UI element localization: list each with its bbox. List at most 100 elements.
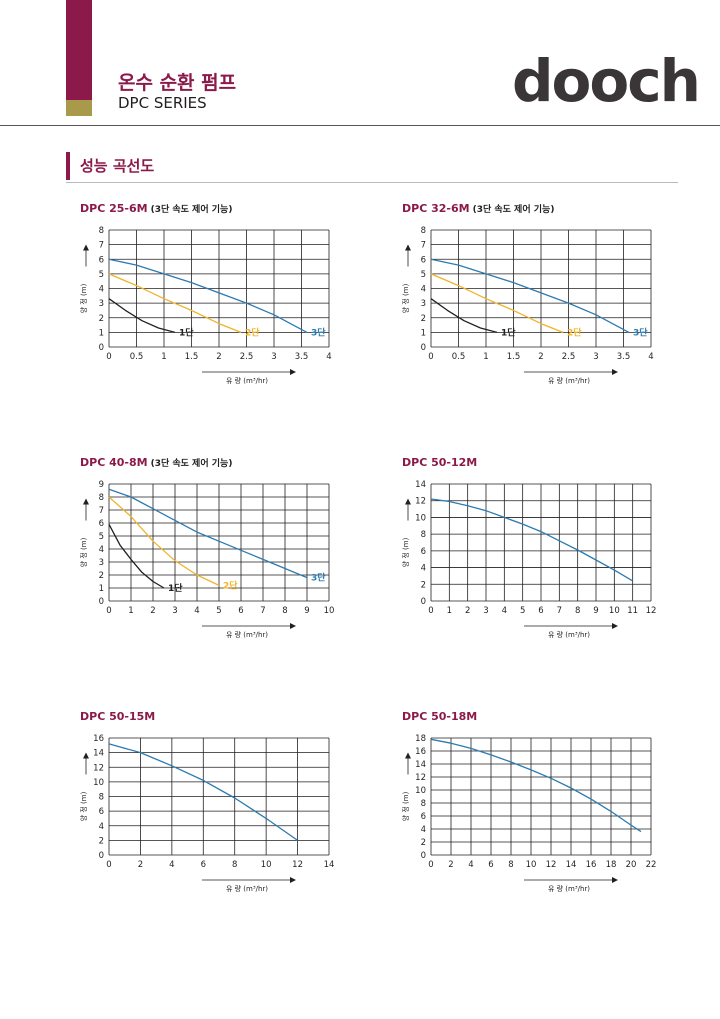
x-tick-label: 0 <box>106 352 111 362</box>
series-label: 1단 <box>168 582 183 594</box>
chart-model: DPC 50-15M <box>80 710 156 723</box>
chart-dpc-40-8m: DPC 40-8M (3단 속도 제어 기능) 0 1 2 3 4 5 6 7 8 9 10 0 1 2 3 4… <box>66 456 366 666</box>
performance-curve-plot: 0 1 2 3 4 5 6 7 8 9 10 0 1 2 3 4 5 6 7 8 9 양 정 (m) 유 량 (m³/hr)… <box>79 480 334 639</box>
x-tick-label: 6 <box>488 860 493 870</box>
series-curve <box>108 273 242 334</box>
x-tick-label: 10 <box>526 860 537 870</box>
y-axis-arrow-head <box>405 498 411 505</box>
series-curve <box>430 498 634 582</box>
x-tick-label: 20 <box>626 860 637 870</box>
brand-stripe-accent <box>66 100 92 116</box>
y-tick-label: 9 <box>99 480 104 490</box>
y-tick-label: 3 <box>99 558 104 568</box>
y-tick-label: 1 <box>99 328 104 338</box>
x-axis-arrow-head <box>290 877 296 883</box>
x-tick-label: 3 <box>593 352 598 362</box>
x-tick-label: 7 <box>557 606 562 616</box>
x-axis-label: 유 량 (m³/hr) <box>548 631 590 639</box>
x-tick-label: 6 <box>201 860 206 870</box>
series-curve <box>108 743 298 841</box>
series-label: 3단 <box>311 572 326 584</box>
x-tick-label: 1 <box>128 606 133 616</box>
x-axis-label: 유 량 (m³/hr) <box>226 631 268 639</box>
y-tick-label: 14 <box>415 760 426 770</box>
chart-model: DPC 40-8M <box>80 456 148 469</box>
x-tick-label: 2 <box>538 352 543 362</box>
x-axis-arrow-head <box>612 623 618 629</box>
y-axis-label: 양 정 (m) <box>79 537 88 567</box>
y-tick-label: 16 <box>415 747 426 757</box>
x-tick-label: 6 <box>238 606 243 616</box>
y-tick-label: 6 <box>99 519 104 529</box>
x-tick-label: 10 <box>261 860 272 870</box>
page-subtitle: DPC SERIES <box>118 94 207 112</box>
series-label: 2단 <box>245 326 260 338</box>
y-tick-label: 0 <box>421 597 426 607</box>
performance-curve-plot: 0 2 4 6 8 10 12 14 0 2 4 6 8 10 12 14 16 양 정 (m) 유 량 (m³/h… <box>79 734 335 893</box>
section-title: 성능 곡선도 <box>80 157 155 175</box>
series-curve <box>430 273 564 334</box>
y-tick-label: 3 <box>421 299 426 309</box>
x-tick-label: 14 <box>324 860 335 870</box>
y-tick-label: 12 <box>93 763 104 773</box>
y-axis-label: 양 정 (m) <box>401 283 410 313</box>
y-tick-label: 7 <box>421 241 426 251</box>
y-tick-label: 0 <box>421 343 426 353</box>
y-tick-label: 4 <box>421 825 426 835</box>
x-tick-label: 4 <box>648 352 653 362</box>
x-axis-label: 유 량 (m³/hr) <box>548 885 590 893</box>
y-tick-label: 8 <box>421 530 426 540</box>
y-axis-arrow-head <box>83 498 89 505</box>
x-tick-label: 8 <box>575 606 580 616</box>
y-tick-label: 8 <box>99 493 104 503</box>
y-axis-arrow-head <box>405 752 411 759</box>
y-axis-label: 양 정 (m) <box>401 791 410 821</box>
x-tick-label: 8 <box>232 860 237 870</box>
x-tick-label: 22 <box>646 860 657 870</box>
series-label: 1단 <box>179 326 194 338</box>
series-curve <box>108 523 165 589</box>
y-tick-label: 0 <box>421 851 426 861</box>
series-curve <box>108 496 220 586</box>
y-axis-arrow-head <box>83 244 89 251</box>
x-tick-label: 2 <box>150 606 155 616</box>
y-tick-label: 8 <box>421 799 426 809</box>
section-divider <box>66 182 678 183</box>
y-axis-arrow-head <box>83 752 89 759</box>
chart-model: DPC 50-18M <box>402 710 478 723</box>
x-axis-label: 유 량 (m³/hr) <box>226 885 268 893</box>
chart-title: DPC 50-18M <box>402 710 480 723</box>
x-tick-label: 2 <box>138 860 143 870</box>
x-tick-label: 18 <box>606 860 617 870</box>
y-tick-label: 6 <box>99 255 104 265</box>
chart-dpc-50-12m: DPC 50-12M 0 1 2 3 4 5 6 7 8 9 10 11 12 0 2 4 6 8 10 12 14 양 … <box>388 456 688 666</box>
x-tick-label: 3 <box>271 352 276 362</box>
x-tick-label: 0.5 <box>130 352 144 362</box>
series-label: 2단 <box>223 579 238 591</box>
x-tick-label: 0 <box>428 352 433 362</box>
chart-model: DPC 50-12M <box>402 456 478 469</box>
x-tick-label: 1.5 <box>507 352 521 362</box>
y-tick-label: 2 <box>421 314 426 324</box>
x-tick-label: 1.5 <box>185 352 199 362</box>
x-tick-label: 0 <box>428 606 433 616</box>
y-tick-label: 0 <box>99 851 104 861</box>
y-tick-label: 14 <box>415 480 426 490</box>
x-axis-arrow-head <box>612 369 618 375</box>
y-tick-label: 1 <box>99 584 104 594</box>
x-axis-arrow-head <box>612 877 618 883</box>
x-tick-label: 16 <box>586 860 597 870</box>
chart-title: DPC 40-8M (3단 속도 제어 기능) <box>80 456 232 469</box>
series-label: 3단 <box>633 326 648 338</box>
performance-curve-plot: 0 0.5 1 1.5 2 2.5 3 3.5 4 0 1 2 3 4 5 6 7 8 양 정 (m) 유 량 (m³… <box>401 226 654 385</box>
performance-curve-plot: 0 0.5 1 1.5 2 2.5 3 3.5 4 0 1 2 3 4 5 6 7 8 양 정 (m) 유 량 (m³… <box>79 226 332 385</box>
y-tick-label: 7 <box>99 241 104 251</box>
x-axis-arrow-head <box>290 623 296 629</box>
chart-dpc-50-15m: DPC 50-15M 0 2 4 6 8 10 12 14 0 2 4 6 8 10 12 14 16 양 정 (… <box>66 710 366 920</box>
x-tick-label: 2.5 <box>562 352 576 362</box>
x-tick-label: 3 <box>483 606 488 616</box>
series-curve <box>430 298 498 334</box>
series-label: 3단 <box>311 326 326 338</box>
header-divider <box>0 125 720 126</box>
